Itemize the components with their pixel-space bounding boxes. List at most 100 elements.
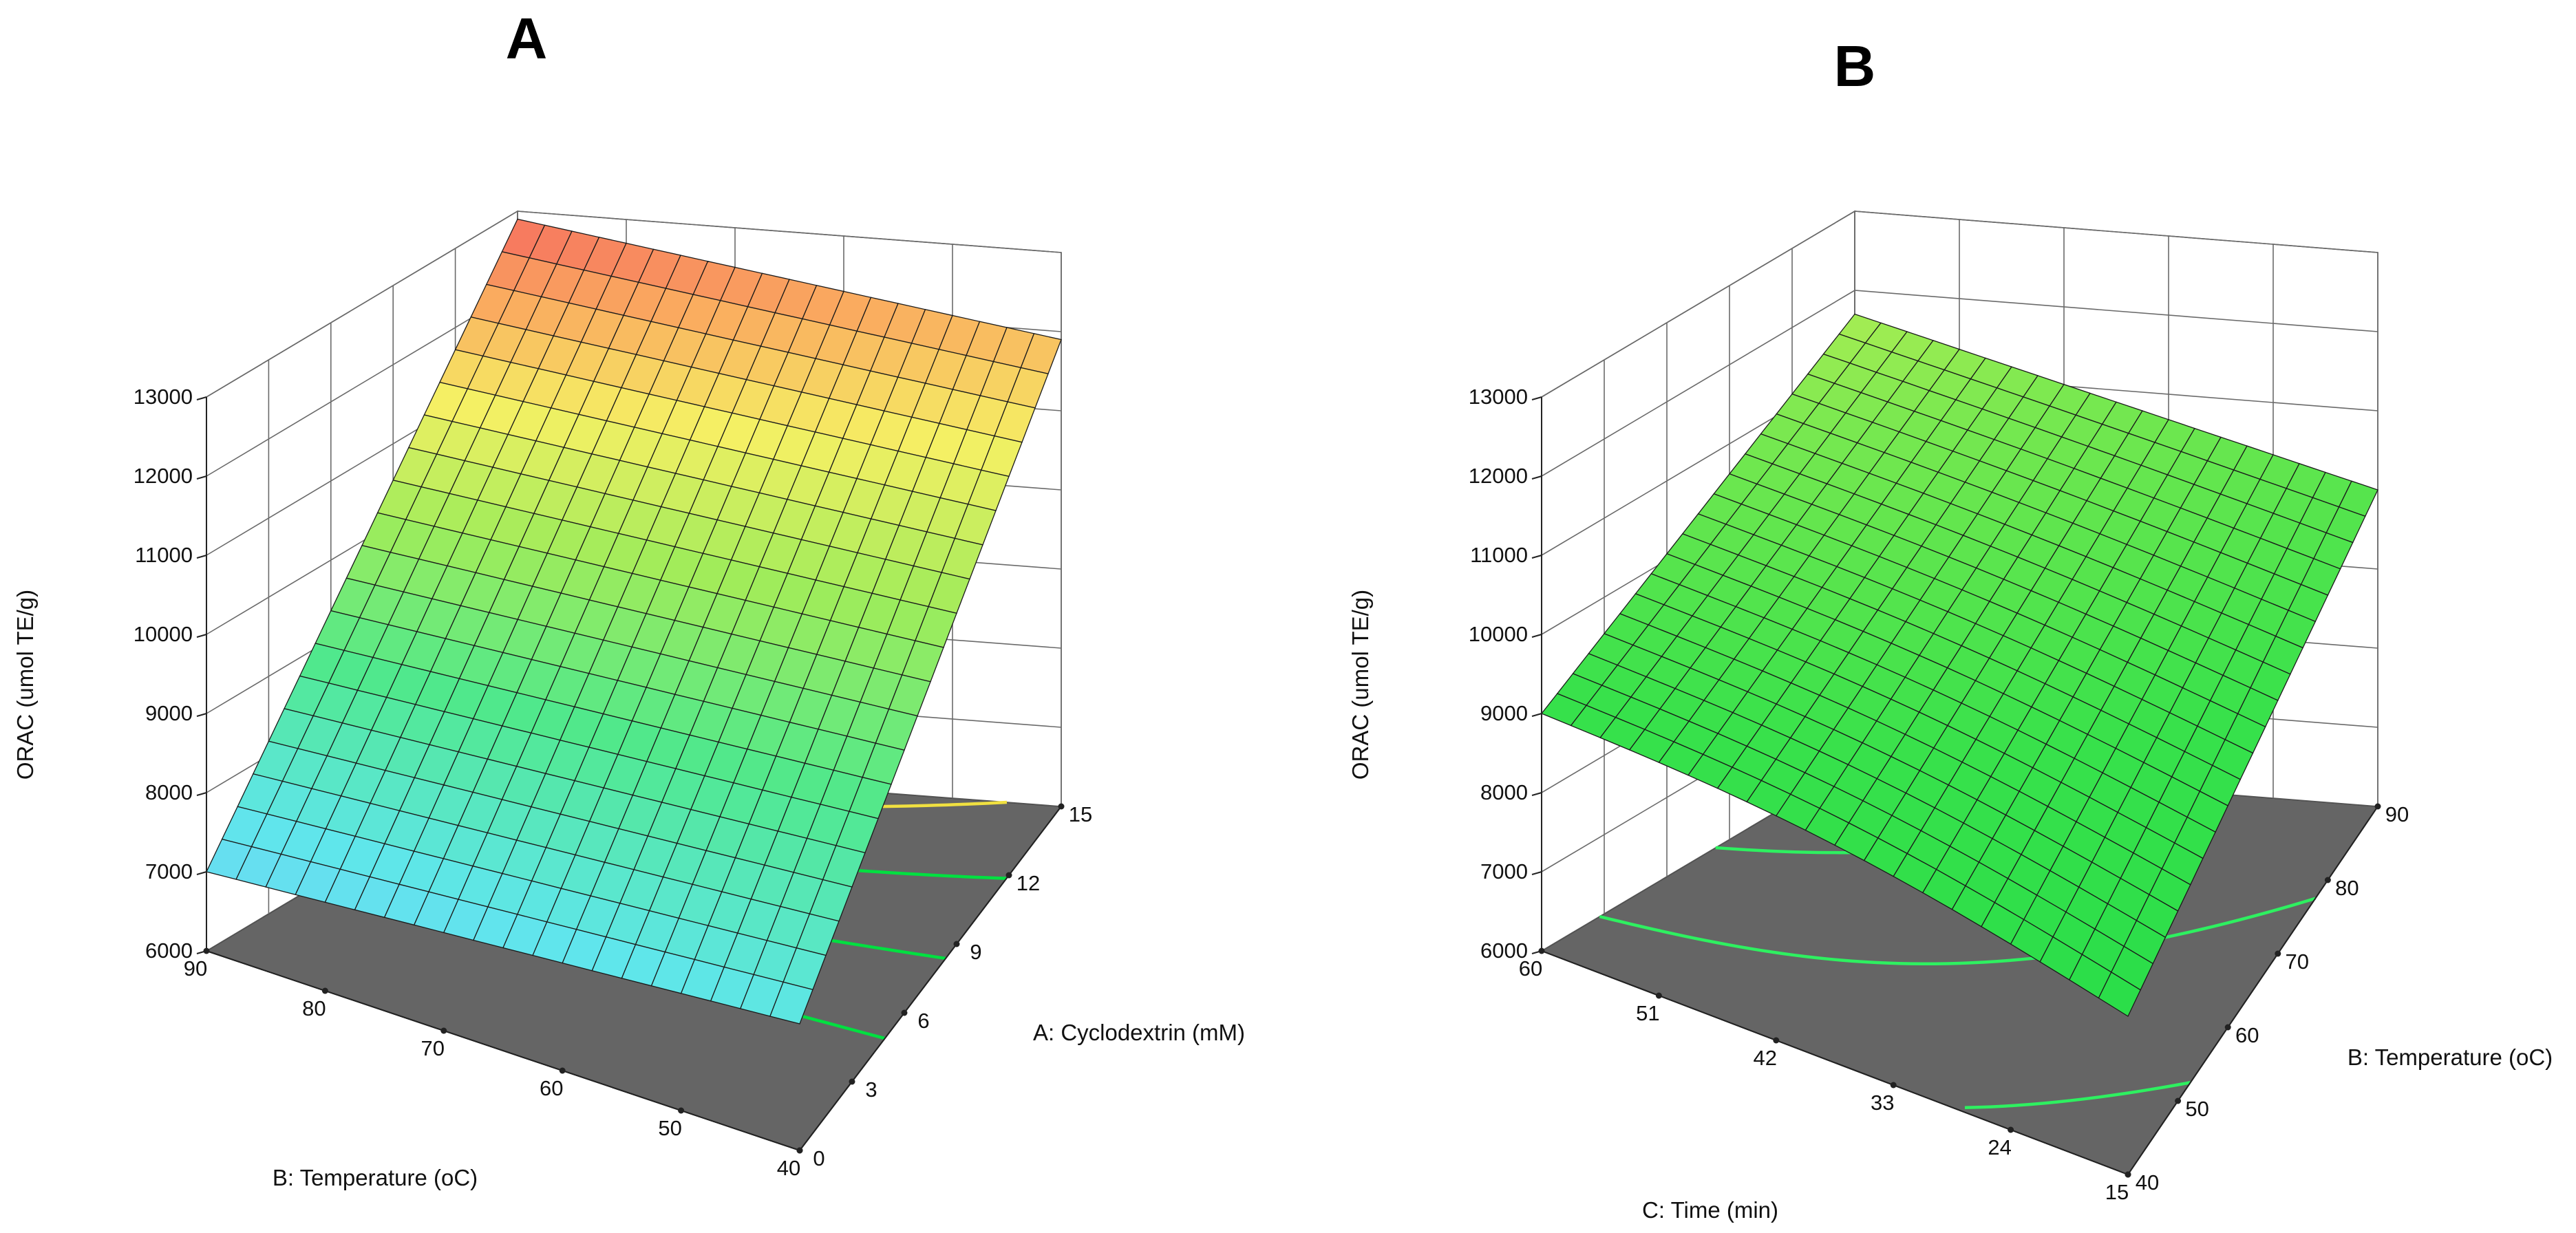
panel-b-z-tick-mark bbox=[1531, 713, 1542, 717]
panel-b-z-axis-label: ORAC (umol TE/g) bbox=[1348, 590, 1373, 780]
panel-b-axis-tick-label: 33 bbox=[1871, 1091, 1894, 1115]
panel-b-axis-tick-label: 24 bbox=[1988, 1135, 2011, 1159]
panel-a-z-tick-label: 8000 bbox=[145, 780, 193, 804]
panel-b-axis-tick-mark bbox=[2125, 1171, 2131, 1178]
panel-a-axis-tick-label: 50 bbox=[658, 1116, 681, 1140]
panel-a-axis-tick-label: 90 bbox=[184, 956, 207, 980]
panel-title-b: B bbox=[1834, 34, 1876, 98]
panel-a-surface-cell bbox=[769, 981, 813, 1025]
panel-a-z-tick-label: 12000 bbox=[134, 464, 193, 488]
panel-a-axis-tick-label: 60 bbox=[540, 1076, 563, 1100]
panel-b-axis-tick-label: 80 bbox=[2335, 876, 2359, 900]
panel-b-axis-tick-mark bbox=[2275, 950, 2281, 957]
panel-a-front-right-axis-label: A: Cyclodextrin (mM) bbox=[1033, 1020, 1245, 1045]
panel-a-axis-tick-label: 40 bbox=[777, 1156, 800, 1180]
panel-b-axis-tick-mark bbox=[2008, 1126, 2014, 1133]
panel-a-axis-tick-label: 70 bbox=[421, 1036, 445, 1060]
panel-b-axis-tick-label: 40 bbox=[2136, 1170, 2159, 1194]
panel-a-z-tick-label: 7000 bbox=[145, 859, 193, 883]
panel-a-axis-tick-label: 15 bbox=[1069, 802, 1092, 826]
panel-b-axis-tick-label: 60 bbox=[2235, 1023, 2259, 1047]
panel-b-surface-cell bbox=[2098, 971, 2142, 1017]
panel-b-z-tick-label: 11000 bbox=[1470, 543, 1528, 567]
panel-a-z-axis: 6000 7000 8000 9000 10000 11000 12000 13000 ORAC… bbox=[12, 385, 207, 963]
panel-a-z-tick-mark bbox=[196, 713, 207, 717]
panel-b-contour-line bbox=[1964, 1081, 2191, 1110]
panel-b-z-tick-label: 9000 bbox=[1480, 701, 1528, 725]
panel-a-axis-tick-mark bbox=[849, 1078, 855, 1085]
panel-b-z-tick-label: 7000 bbox=[1480, 859, 1528, 883]
panel-a-axis-tick-mark bbox=[440, 1027, 447, 1034]
panel-b-z-tick-label: 13000 bbox=[1469, 385, 1528, 409]
panel-a-z-tick-label: 11000 bbox=[135, 543, 193, 567]
panel-b-contour-line bbox=[1599, 897, 2316, 966]
panel-a-surface-mesh bbox=[206, 218, 1062, 1025]
panel-a-z-tick-mark bbox=[196, 634, 207, 638]
panel-a-axis-tick-mark bbox=[901, 1009, 908, 1016]
panel-a-front-right-axis: 0 3 6 9 12 15 A: Cyclodextrin (mM) bbox=[796, 802, 1245, 1170]
panel-a-axis-tick-mark bbox=[559, 1067, 566, 1074]
panel-a-z-tick-mark bbox=[196, 396, 207, 400]
panel-a-axis-tick-mark bbox=[796, 1147, 803, 1154]
panel-b-axis-line bbox=[1541, 950, 2129, 1175]
panel-a-z-tick-label: 13000 bbox=[134, 385, 193, 409]
panel-b-axis-tick-label: 50 bbox=[2185, 1097, 2208, 1121]
panel-a-axis-tick-mark bbox=[1058, 803, 1065, 810]
panel-a-z-tick-mark bbox=[196, 871, 207, 875]
panel-b-axis-tick-mark bbox=[2374, 803, 2381, 810]
panel-a-axis-tick-mark bbox=[203, 947, 210, 954]
panel-a-axis-tick-label: 12 bbox=[1016, 871, 1040, 895]
panel-b-z-tick-label: 10000 bbox=[1469, 622, 1528, 646]
panel-b-axis-tick-mark bbox=[1773, 1037, 1780, 1044]
panel-a-axis-tick-mark bbox=[953, 941, 960, 947]
panel-b-front-left-axis-label: C: Time (min) bbox=[1642, 1197, 1778, 1223]
panel-a-z-tick-label: 6000 bbox=[145, 939, 193, 963]
panel-b-z-tick-mark bbox=[1531, 555, 1542, 559]
panel-b-axis-tick-mark bbox=[1538, 947, 1545, 954]
panel-b-surface-mesh bbox=[1540, 313, 2378, 1017]
panel-a-z-tick-mark bbox=[196, 555, 207, 559]
panel-b-axis-tick-label: 42 bbox=[1754, 1046, 1777, 1070]
panel-a-z-tick-mark bbox=[196, 792, 207, 796]
panel-b-axis-tick-mark bbox=[2224, 1024, 2231, 1031]
panel-b-axis-tick-label: 70 bbox=[2286, 950, 2309, 974]
panel-b-z-tick-mark bbox=[1531, 396, 1542, 400]
panel-b-front-right-axis: 40 50 60 70 80 90 B: Temperature (oC) bbox=[2125, 802, 2553, 1194]
panel-a-axis-tick-label: 0 bbox=[813, 1146, 824, 1170]
panel-a-z-axis-label: ORAC (umol TE/g) bbox=[12, 590, 38, 780]
panel-b-z-tick-mark bbox=[1531, 475, 1542, 480]
panel-b-z-tick-label: 6000 bbox=[1480, 939, 1528, 963]
panel-b-axis-line bbox=[2127, 806, 2378, 1175]
panel-b-z-tick-mark bbox=[1531, 634, 1542, 638]
panel-a-axis-tick-mark bbox=[678, 1107, 685, 1114]
panel-b-axis-tick-mark bbox=[1655, 992, 1662, 999]
panel-b-z-tick-label: 12000 bbox=[1469, 464, 1528, 488]
panel-b-axis-tick-label: 60 bbox=[1519, 956, 1542, 980]
panel-a-axis-tick-mark bbox=[321, 987, 328, 994]
panel-a-front-left-axis-label: B: Temperature (oC) bbox=[273, 1165, 478, 1190]
panel-a-axis-line bbox=[799, 806, 1062, 1151]
panel-b-front-right-axis-label: B: Temperature (oC) bbox=[2348, 1044, 2553, 1070]
panel-a-front-left-axis: 90 80 70 60 50 40 B: Temperature (oC) bbox=[184, 947, 803, 1190]
panel-b-axis-tick-mark bbox=[2175, 1097, 2182, 1104]
panel-b-z-axis: 6000 7000 8000 9000 10000 11000 12000 13000 ORAC… bbox=[1348, 385, 1542, 963]
panel-b-axis-tick-mark bbox=[1890, 1082, 1897, 1089]
panel-b-z-tick-mark bbox=[1531, 871, 1542, 875]
panel-title-a: A bbox=[506, 6, 548, 71]
panel-b-axis-tick-label: 51 bbox=[1636, 1001, 1659, 1025]
panel-a-axis-tick-mark bbox=[1005, 872, 1012, 879]
panel-a-axis-tick-label: 6 bbox=[917, 1009, 929, 1033]
panel-a-z-tick-label: 10000 bbox=[134, 622, 193, 646]
panel-b-axis-tick-mark bbox=[2324, 877, 2331, 883]
panel-a-axis-tick-label: 9 bbox=[970, 940, 981, 964]
panel-b-axis-tick-label: 15 bbox=[2105, 1180, 2129, 1204]
surface-plot-b: B 6000 7000 8000 9000 10000 11000 12000 13000 OR… bbox=[1348, 34, 2553, 1223]
panel-a-axis-tick-label: 80 bbox=[302, 996, 326, 1020]
panel-a-axis-tick-label: 3 bbox=[865, 1077, 877, 1102]
panel-a-axis-line bbox=[206, 950, 800, 1151]
panel-a-z-tick-mark bbox=[196, 475, 207, 480]
surface-plot-a: A 6000 7000 8000 9000 10000 11000 12000 13000 OR… bbox=[12, 6, 1245, 1190]
panel-b-z-tick-mark bbox=[1531, 792, 1542, 796]
panel-a-z-tick-label: 9000 bbox=[145, 701, 193, 725]
